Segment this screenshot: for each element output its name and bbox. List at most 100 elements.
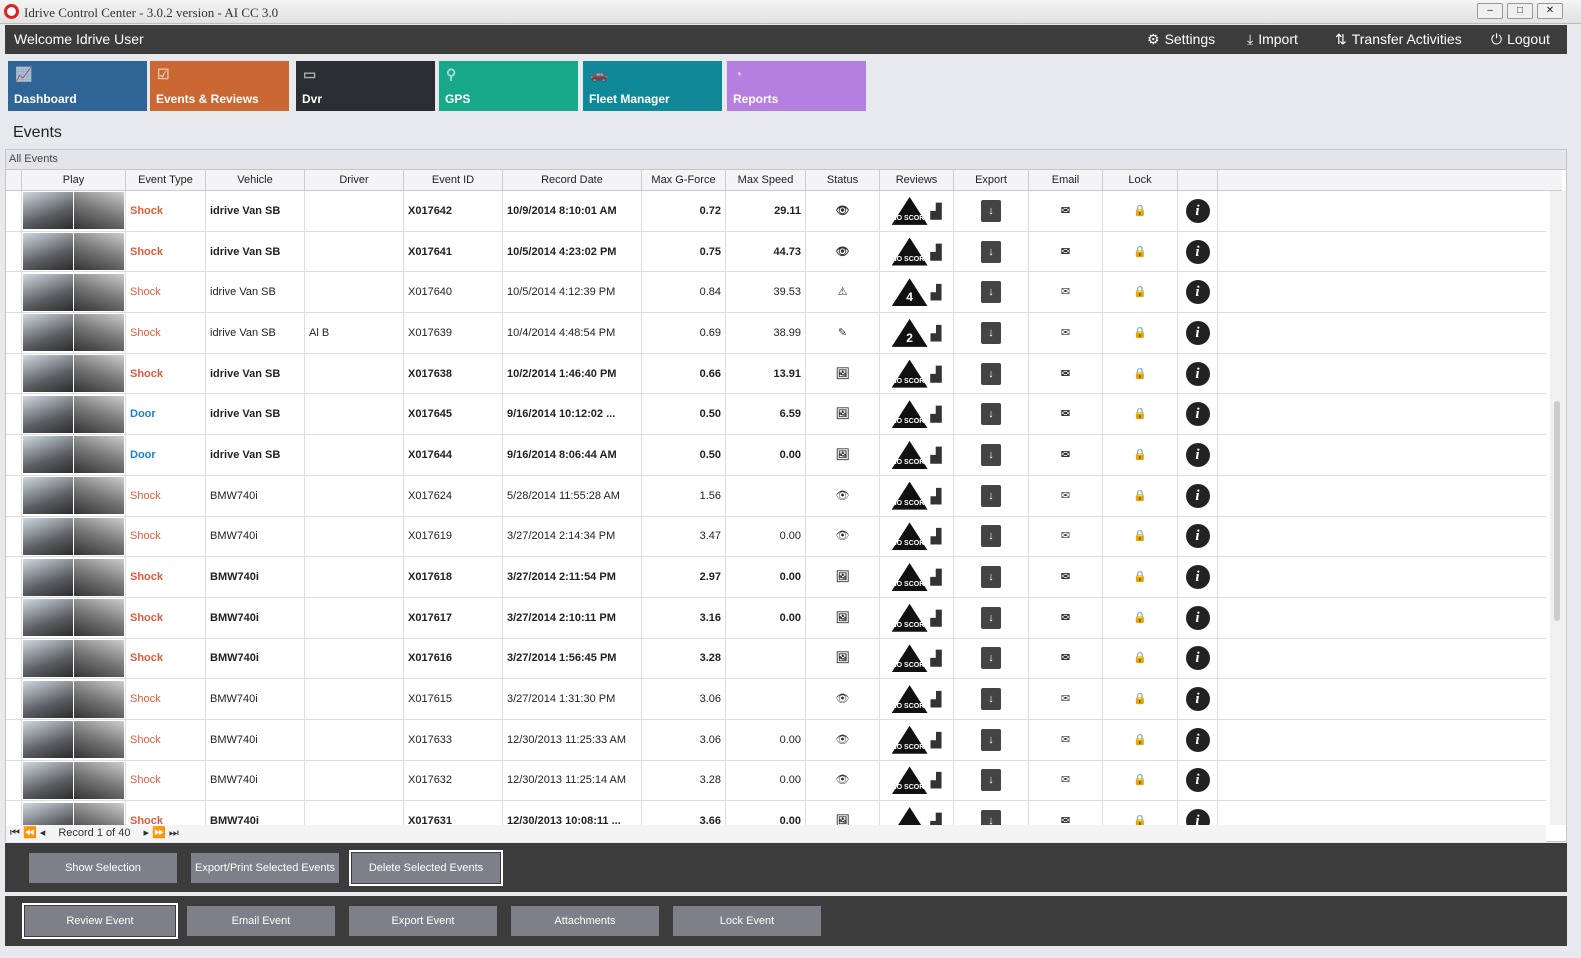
- row-selector[interactable]: [6, 516, 22, 557]
- email-icon[interactable]: ✉: [1029, 557, 1103, 597]
- info-icon[interactable]: i: [1178, 638, 1218, 679]
- video-thumbnail-front[interactable]: [23, 273, 73, 311]
- review-score-icon[interactable]: NO SCORE▟: [880, 801, 954, 825]
- play-thumbnails[interactable]: [22, 353, 126, 394]
- next-record-button[interactable]: ▸: [143, 827, 150, 839]
- export-icon[interactable]: ↓: [954, 760, 1029, 801]
- column-header[interactable]: Status: [806, 170, 880, 190]
- video-thumbnail-cabin[interactable]: [74, 436, 124, 474]
- column-header[interactable]: Vehicle: [206, 170, 305, 190]
- video-thumbnail-front[interactable]: [23, 721, 73, 759]
- image-icon[interactable]: 🖼: [806, 435, 880, 475]
- lock-icon[interactable]: 🔒: [1103, 516, 1178, 557]
- play-thumbnails[interactable]: [22, 191, 126, 231]
- next-page-button[interactable]: ⏩: [152, 827, 166, 839]
- email-icon[interactable]: ✉: [1029, 191, 1103, 231]
- video-thumbnail-cabin[interactable]: [74, 558, 124, 596]
- export-icon[interactable]: ↓: [954, 272, 1029, 313]
- play-thumbnails[interactable]: [22, 801, 126, 825]
- video-thumbnail-front[interactable]: [23, 233, 73, 271]
- play-thumbnails[interactable]: [22, 435, 126, 475]
- play-thumbnails[interactable]: [22, 760, 126, 801]
- table-row[interactable]: Shock BMW740i X017632 12/30/2013 11:25:1…: [6, 760, 1546, 802]
- prev-record-button[interactable]: ◂: [39, 827, 46, 839]
- table-row[interactable]: Shock BMW740i X017618 3/27/2014 2:11:54 …: [6, 557, 1546, 598]
- row-selector[interactable]: [6, 353, 22, 394]
- column-header[interactable]: Max Speed: [726, 170, 806, 190]
- video-thumbnail-cabin[interactable]: [74, 761, 124, 799]
- video-thumbnail-front[interactable]: [23, 761, 73, 799]
- row-selector[interactable]: [6, 719, 22, 760]
- column-header[interactable]: Driver: [305, 170, 404, 190]
- review-score-icon[interactable]: NO SCORE▟: [880, 353, 954, 394]
- info-icon[interactable]: i: [1178, 679, 1218, 719]
- video-thumbnail-front[interactable]: [23, 639, 73, 677]
- settings-button[interactable]: ⚙ Settings: [1147, 31, 1216, 47]
- info-icon[interactable]: i: [1178, 801, 1218, 825]
- delete-selected-button[interactable]: Delete Selected Events: [349, 850, 503, 886]
- info-icon[interactable]: i: [1178, 516, 1218, 557]
- review-score-icon[interactable]: NO SCORE▟: [880, 557, 954, 597]
- column-header[interactable]: Event Type: [126, 170, 206, 190]
- review-score-icon[interactable]: NO SCORE▟: [880, 475, 954, 516]
- review-event-button[interactable]: Review Event: [22, 903, 178, 939]
- play-thumbnails[interactable]: [22, 475, 126, 516]
- tile-reports[interactable]: ◔ Reports: [727, 61, 866, 111]
- table-row[interactable]: Shock idrive Van SB X017638 10/2/2014 1:…: [6, 353, 1546, 395]
- video-thumbnail-front[interactable]: [23, 680, 73, 718]
- table-row[interactable]: Shock BMW740i X017616 3/27/2014 1:56:45 …: [6, 638, 1546, 680]
- table-row[interactable]: Shock BMW740i X017617 3/27/2014 2:10:11 …: [6, 597, 1546, 639]
- tile-dashboard[interactable]: 📈 Dashboard: [8, 61, 147, 111]
- info-icon[interactable]: i: [1178, 557, 1218, 597]
- export-icon[interactable]: ↓: [954, 719, 1029, 760]
- export-print-selected-button[interactable]: Export/Print Selected Events: [191, 853, 339, 883]
- review-score-icon[interactable]: NO SCORE▟: [880, 719, 954, 760]
- export-icon[interactable]: ↓: [954, 638, 1029, 679]
- email-icon[interactable]: ✉: [1029, 353, 1103, 394]
- minimize-button[interactable]: –: [1477, 3, 1503, 19]
- row-selector[interactable]: [6, 638, 22, 679]
- first-record-button[interactable]: ⏮: [10, 827, 20, 839]
- play-thumbnails[interactable]: [22, 719, 126, 760]
- lock-icon[interactable]: 🔒: [1103, 353, 1178, 394]
- lock-icon[interactable]: 🔒: [1103, 679, 1178, 719]
- export-event-button[interactable]: Export Event: [349, 906, 497, 936]
- video-thumbnail-front[interactable]: [23, 477, 73, 515]
- show-selection-button[interactable]: Show Selection: [29, 853, 177, 883]
- info-icon[interactable]: i: [1178, 313, 1218, 353]
- video-thumbnail-cabin[interactable]: [74, 680, 124, 718]
- table-row[interactable]: Shock idrive Van SB X017641 10/5/2014 4:…: [6, 231, 1546, 273]
- row-selector[interactable]: [6, 435, 22, 475]
- email-icon[interactable]: ✉: [1029, 313, 1103, 353]
- play-thumbnails[interactable]: [22, 638, 126, 679]
- tile-events-reviews[interactable]: ☑ Events & Reviews: [150, 61, 289, 111]
- table-row[interactable]: Shock BMW740i X017615 3/27/2014 1:31:30 …: [6, 679, 1546, 720]
- warning-icon[interactable]: ⚠: [806, 272, 880, 313]
- review-score-icon[interactable]: NO SCORE▟: [880, 597, 954, 638]
- lock-icon[interactable]: 🔒: [1103, 475, 1178, 516]
- export-icon[interactable]: ↓: [954, 679, 1029, 719]
- table-row[interactable]: Door idrive Van SB X017644 9/16/2014 8:0…: [6, 435, 1546, 476]
- video-thumbnail-front[interactable]: [23, 436, 73, 474]
- video-thumbnail-front[interactable]: [23, 192, 73, 230]
- row-selector[interactable]: [6, 597, 22, 638]
- video-thumbnail-cabin[interactable]: [74, 395, 124, 433]
- play-thumbnails[interactable]: [22, 394, 126, 435]
- review-score-icon[interactable]: NO SCORE▟: [880, 679, 954, 719]
- eye-icon[interactable]: 👁: [806, 679, 880, 719]
- lock-icon[interactable]: 🔒: [1103, 191, 1178, 231]
- eye-icon[interactable]: 👁: [806, 760, 880, 801]
- info-icon[interactable]: i: [1178, 191, 1218, 231]
- export-icon[interactable]: ↓: [954, 597, 1029, 638]
- export-icon[interactable]: ↓: [954, 475, 1029, 516]
- image-icon[interactable]: 🖼: [806, 801, 880, 825]
- table-row[interactable]: Shock idrive Van SB X017640 10/5/2014 4:…: [6, 272, 1546, 314]
- review-score-icon[interactable]: 4 ▟: [880, 272, 954, 313]
- info-icon[interactable]: i: [1178, 760, 1218, 801]
- table-row[interactable]: Shock BMW740i X017633 12/30/2013 11:25:3…: [6, 719, 1546, 761]
- pencil-icon[interactable]: ✎: [806, 313, 880, 353]
- table-row[interactable]: Shock BMW740i X017619 3/27/2014 2:14:34 …: [6, 516, 1546, 558]
- play-thumbnails[interactable]: [22, 679, 126, 719]
- row-selector[interactable]: [6, 394, 22, 435]
- maximize-button[interactable]: □: [1507, 3, 1533, 19]
